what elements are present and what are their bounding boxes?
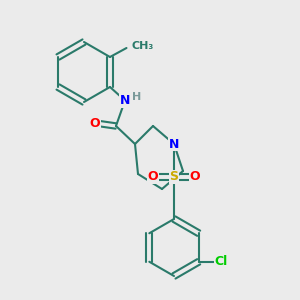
Text: H: H — [132, 92, 141, 102]
Text: O: O — [90, 116, 100, 130]
Text: CH₃: CH₃ — [132, 41, 154, 52]
Text: N: N — [120, 94, 130, 107]
Text: O: O — [190, 170, 200, 184]
Text: Cl: Cl — [214, 255, 228, 268]
Text: S: S — [169, 170, 178, 184]
Text: O: O — [148, 170, 158, 184]
Text: N: N — [169, 137, 179, 151]
